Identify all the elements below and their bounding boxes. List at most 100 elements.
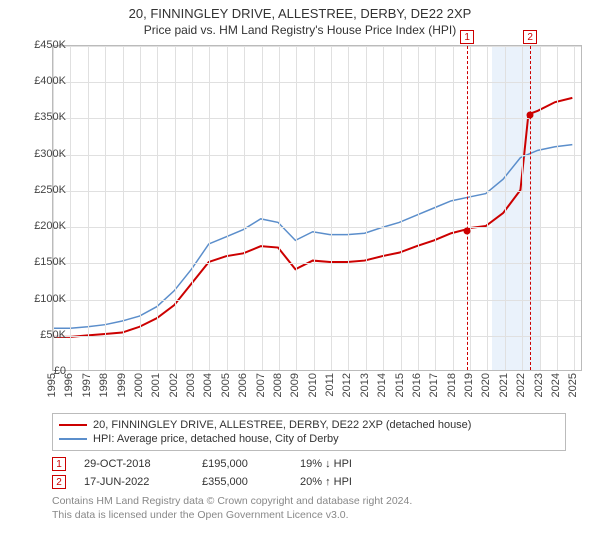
gridline-vertical — [522, 46, 523, 370]
gridline-vertical — [401, 46, 402, 370]
x-axis-label: 2013 — [359, 373, 371, 397]
x-axis-label: 2002 — [168, 373, 180, 397]
plot-area: 12 — [52, 45, 582, 371]
sale-index-badge: 2 — [52, 475, 66, 489]
x-axis-label: 2007 — [255, 373, 267, 397]
gridline-vertical — [314, 46, 315, 370]
legend-swatch-property — [59, 424, 87, 426]
y-axis-label: £450K — [20, 39, 66, 51]
y-axis-label: £0 — [20, 365, 66, 377]
x-axis-label: 2010 — [307, 373, 319, 397]
gridline-vertical — [574, 46, 575, 370]
gridline-vertical — [157, 46, 158, 370]
x-axis-label: 2014 — [376, 373, 388, 397]
y-axis-label: £250K — [20, 184, 66, 196]
y-axis-label: £400K — [20, 75, 66, 87]
gridline-vertical — [262, 46, 263, 370]
x-axis-label: 1995 — [46, 373, 58, 397]
gridline-horizontal — [53, 155, 581, 156]
gridline-vertical — [140, 46, 141, 370]
gridline-vertical — [70, 46, 71, 370]
sales-table: 1 29-OCT-2018 £195,000 19% ↓ HPI 2 17-JU… — [52, 455, 566, 491]
x-axis-label: 2021 — [498, 373, 510, 397]
x-axis-label: 2000 — [133, 373, 145, 397]
table-row: 1 29-OCT-2018 £195,000 19% ↓ HPI — [52, 455, 566, 473]
x-axis-label: 2024 — [550, 373, 562, 397]
gridline-horizontal — [53, 300, 581, 301]
y-axis-label: £50K — [20, 329, 66, 341]
y-axis-label: £300K — [20, 148, 66, 160]
line-layer — [53, 46, 581, 370]
gridline-vertical — [53, 46, 54, 370]
sale-date: 29-OCT-2018 — [84, 458, 184, 470]
gridline-vertical — [557, 46, 558, 370]
x-axis-label: 2004 — [202, 373, 214, 397]
event-marker-point — [527, 111, 534, 118]
x-axis-label: 2016 — [411, 373, 423, 397]
x-axis-label: 2006 — [237, 373, 249, 397]
gridline-horizontal — [53, 118, 581, 119]
attribution: Contains HM Land Registry data © Crown c… — [52, 495, 566, 522]
gridline-vertical — [244, 46, 245, 370]
event-marker-line — [530, 46, 531, 370]
gridline-vertical — [366, 46, 367, 370]
gridline-horizontal — [53, 46, 581, 47]
gridline-vertical — [505, 46, 506, 370]
x-axis-label: 2012 — [341, 373, 353, 397]
y-axis-label: £350K — [20, 111, 66, 123]
legend: 20, FINNINGLEY DRIVE, ALLESTREE, DERBY, … — [52, 413, 566, 451]
gridline-vertical — [296, 46, 297, 370]
x-axis-label: 2015 — [394, 373, 406, 397]
gridline-vertical — [383, 46, 384, 370]
attribution-line: Contains HM Land Registry data © Crown c… — [52, 495, 566, 509]
gridline-horizontal — [53, 191, 581, 192]
event-marker-point — [464, 227, 471, 234]
gridline-horizontal — [53, 82, 581, 83]
y-axis-label: £200K — [20, 220, 66, 232]
sale-price: £195,000 — [202, 458, 282, 470]
gridline-vertical — [435, 46, 436, 370]
x-axis-label: 1998 — [98, 373, 110, 397]
gridline-vertical — [470, 46, 471, 370]
x-axis-label: 2023 — [533, 373, 545, 397]
x-axis-label: 2005 — [220, 373, 232, 397]
gridline-horizontal — [53, 263, 581, 264]
y-axis-label: £150K — [20, 256, 66, 268]
gridline-vertical — [279, 46, 280, 370]
attribution-line: This data is licensed under the Open Gov… — [52, 509, 566, 523]
x-axis-label: 2011 — [324, 373, 336, 397]
sale-price: £355,000 — [202, 476, 282, 488]
sale-comparison: 19% ↓ HPI — [300, 458, 390, 470]
x-axis-label: 2017 — [428, 373, 440, 397]
x-axis-label: 1996 — [63, 373, 75, 397]
x-axis-label: 2022 — [515, 373, 527, 397]
gridline-vertical — [227, 46, 228, 370]
x-axis-label: 2003 — [185, 373, 197, 397]
gridline-vertical — [453, 46, 454, 370]
gridline-vertical — [209, 46, 210, 370]
legend-label-hpi: HPI: Average price, detached house, City… — [93, 433, 339, 445]
sale-date: 17-JUN-2022 — [84, 476, 184, 488]
gridline-vertical — [348, 46, 349, 370]
legend-label-property: 20, FINNINGLEY DRIVE, ALLESTREE, DERBY, … — [93, 419, 471, 431]
gridline-vertical — [331, 46, 332, 370]
event-marker-badge: 1 — [460, 30, 474, 44]
sale-comparison: 20% ↑ HPI — [300, 476, 390, 488]
chart-title: 20, FINNINGLEY DRIVE, ALLESTREE, DERBY, … — [0, 0, 600, 21]
legend-swatch-hpi — [59, 438, 87, 440]
x-axis-label: 2008 — [272, 373, 284, 397]
gridline-horizontal — [53, 336, 581, 337]
legend-item-property: 20, FINNINGLEY DRIVE, ALLESTREE, DERBY, … — [59, 418, 559, 432]
event-marker-line — [467, 46, 468, 370]
x-axis-label: 1999 — [116, 373, 128, 397]
gridline-vertical — [192, 46, 193, 370]
gridline-vertical — [175, 46, 176, 370]
gridline-vertical — [105, 46, 106, 370]
legend-item-hpi: HPI: Average price, detached house, City… — [59, 432, 559, 446]
gridline-vertical — [88, 46, 89, 370]
gridline-vertical — [418, 46, 419, 370]
x-axis-label: 1997 — [81, 373, 93, 397]
y-axis-label: £100K — [20, 293, 66, 305]
gridline-vertical — [123, 46, 124, 370]
event-marker-badge: 2 — [523, 30, 537, 44]
